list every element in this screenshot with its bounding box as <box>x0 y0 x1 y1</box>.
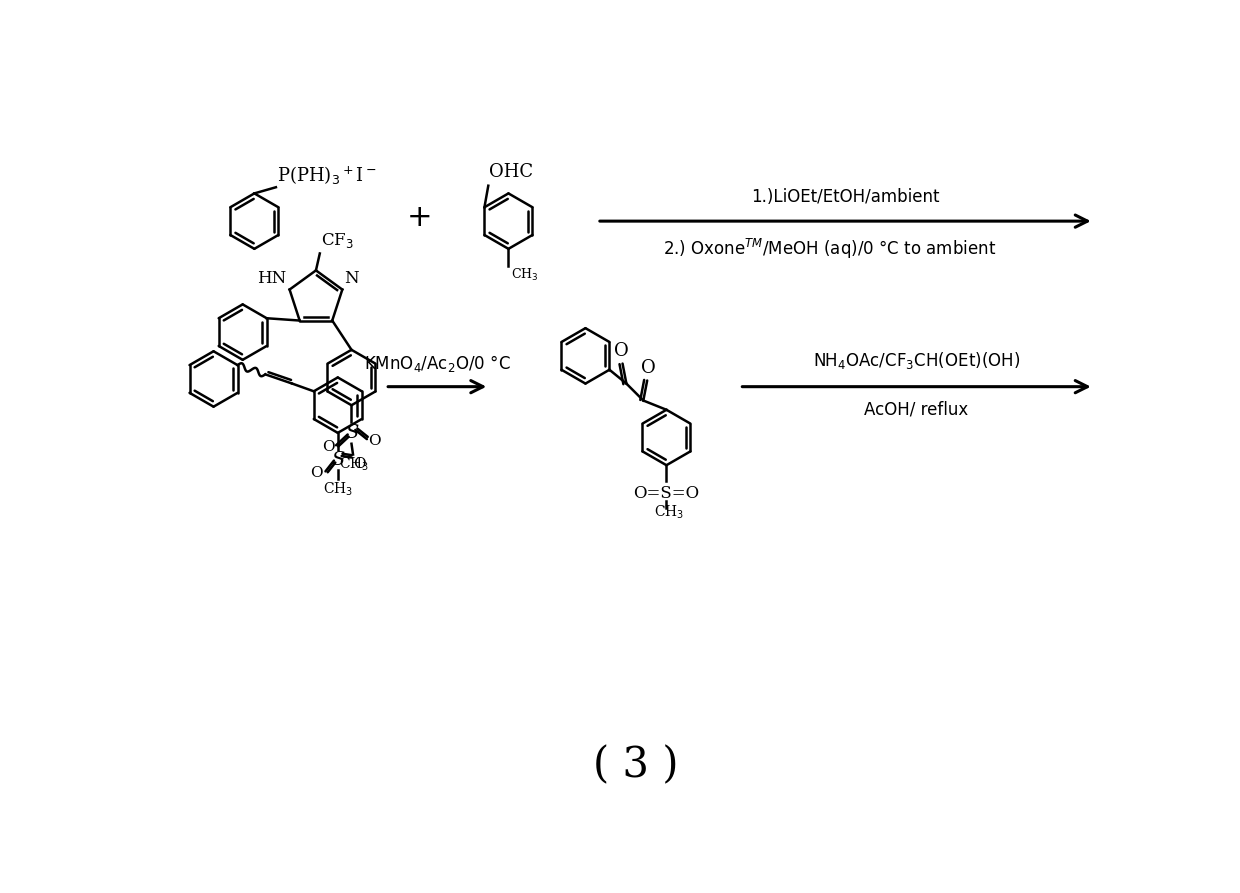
Text: O: O <box>368 434 381 447</box>
Text: CH$_3$: CH$_3$ <box>322 480 353 498</box>
Text: CH$_3$: CH$_3$ <box>511 267 538 283</box>
Text: HN: HN <box>257 271 286 288</box>
Text: S: S <box>346 423 358 442</box>
Text: NH$_4$OAc/CF$_3$CH(OEt)(OH): NH$_4$OAc/CF$_3$CH(OEt)(OH) <box>813 350 1021 371</box>
Text: CF$_3$: CF$_3$ <box>321 231 355 250</box>
Text: CH$_3$: CH$_3$ <box>653 504 684 522</box>
Text: N: N <box>345 271 360 288</box>
Text: O: O <box>310 466 322 480</box>
Text: O: O <box>614 342 629 360</box>
Text: AcOH/ reflux: AcOH/ reflux <box>864 401 968 419</box>
Text: 1.)LiOEt/EtOH/ambient: 1.)LiOEt/EtOH/ambient <box>751 188 940 205</box>
Text: S: S <box>331 451 345 470</box>
Text: CH$_3$: CH$_3$ <box>340 456 370 473</box>
Text: KMnO$_4$/Ac$_2$O/0 °C: KMnO$_4$/Ac$_2$O/0 °C <box>363 354 511 374</box>
Text: ( 3 ): ( 3 ) <box>593 745 678 787</box>
Text: O: O <box>353 456 366 471</box>
Text: OHC: OHC <box>489 163 533 181</box>
Text: O: O <box>641 359 656 377</box>
Text: O: O <box>322 440 335 454</box>
Text: O=S=O: O=S=O <box>634 485 699 502</box>
Text: +: + <box>407 203 433 232</box>
Text: P(PH)$_3$$^+$I$^-$: P(PH)$_3$$^+$I$^-$ <box>278 164 377 187</box>
Text: 2.) Oxone$^{TM}$/MeOH (aq)/0 °C to ambient: 2.) Oxone$^{TM}$/MeOH (aq)/0 °C to ambie… <box>663 237 997 261</box>
